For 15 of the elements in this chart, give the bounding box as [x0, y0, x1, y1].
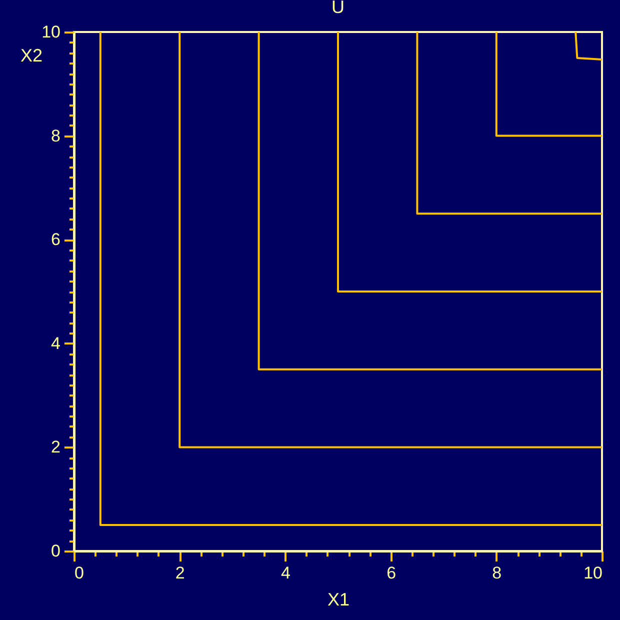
y-axis-title: X2: [20, 46, 42, 66]
x-tick-label: 4: [280, 564, 290, 582]
chart-title: U: [332, 0, 344, 17]
y-tick-label: 8: [51, 126, 60, 146]
y-tick-label: 2: [51, 438, 60, 457]
y-tick-label: 4: [51, 334, 60, 353]
y-tick-label: 6: [51, 230, 60, 250]
x-tick-label: 0: [74, 564, 84, 582]
x-tick-label: 6: [386, 564, 396, 582]
y-tick-label: 10: [42, 22, 60, 42]
x-tick-label: 8: [492, 564, 502, 582]
x-axis-title: X1: [327, 590, 350, 610]
x-tick-label: 2: [175, 564, 185, 582]
y-tick-label: 0: [51, 542, 60, 560]
x-tick-label: 10: [584, 564, 602, 582]
